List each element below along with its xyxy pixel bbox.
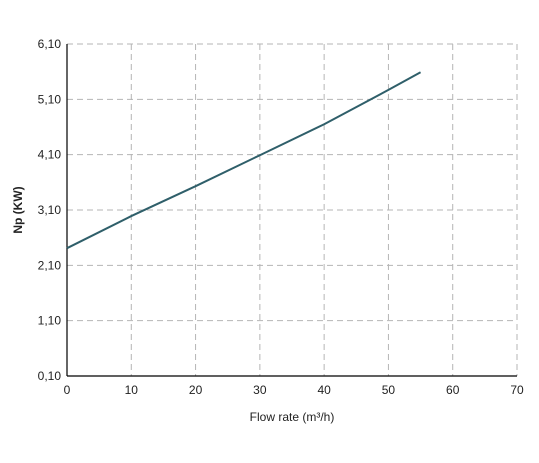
x-tick-label: 70 (510, 383, 524, 397)
x-tick-label: 50 (382, 383, 396, 397)
y-tick-label: 1,10 (38, 314, 62, 328)
x-tick-label: 60 (446, 383, 460, 397)
y-tick-label: 6,10 (38, 37, 62, 51)
y-axis-label: Np (KW) (11, 186, 25, 233)
x-tick-label: 30 (253, 383, 267, 397)
y-tick-label: 4,10 (38, 148, 62, 162)
y-tick-label: 0,10 (38, 369, 62, 383)
y-tick-label: 2,10 (38, 258, 62, 272)
y-tick-label: 5,10 (38, 92, 62, 106)
y-tick-label: 3,10 (38, 203, 62, 217)
x-tick-label: 20 (189, 383, 203, 397)
x-tick-label: 0 (64, 383, 71, 397)
x-tick-label: 40 (317, 383, 331, 397)
x-axis-label: Flow rate (m³/h) (250, 410, 335, 424)
data-line (66, 71, 422, 250)
x-tick-label: 10 (125, 383, 139, 397)
